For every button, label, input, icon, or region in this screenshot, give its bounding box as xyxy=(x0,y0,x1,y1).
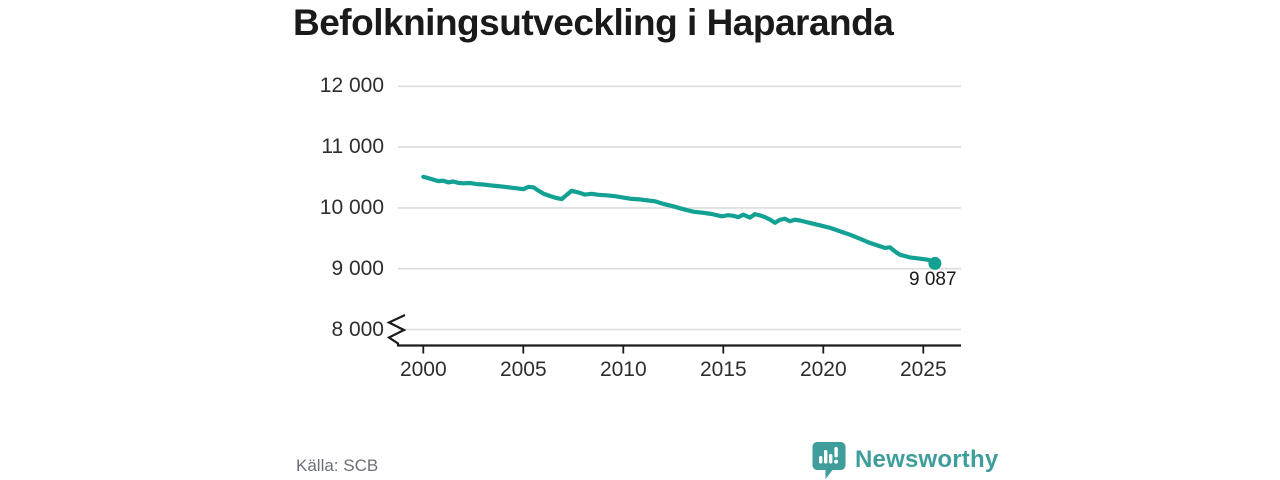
x-tick-label: 2005 xyxy=(499,358,547,381)
x-tick-label: 2010 xyxy=(599,358,647,381)
newsworthy-bubble-bar-chart-icon xyxy=(812,442,846,479)
y-tick-label: 10 000 xyxy=(319,195,384,219)
population-line xyxy=(421,174,938,266)
end-value-label: 9 087 xyxy=(909,269,957,290)
x-tick-label: 2000 xyxy=(399,358,447,381)
newsworthy-logo: Newsworthy xyxy=(812,441,998,480)
y-tick-label: 12 000 xyxy=(319,74,384,98)
y-tick-label: 11 000 xyxy=(321,135,384,159)
y-tick-label: 9 000 xyxy=(331,256,384,280)
axis-break-icon xyxy=(386,314,407,347)
brand-name: Newsworthy xyxy=(855,446,999,473)
x-tick-label: 2020 xyxy=(799,358,847,381)
x-tick-label: 2025 xyxy=(899,358,947,381)
x-tick-label: 2015 xyxy=(699,358,747,381)
end-point-dot xyxy=(928,256,942,270)
y-tick-label: 8 000 xyxy=(331,317,384,341)
source-caption: Källa: SCB xyxy=(296,456,379,475)
chart-title: Befolkningsutveckling i Haparanda xyxy=(293,2,894,43)
